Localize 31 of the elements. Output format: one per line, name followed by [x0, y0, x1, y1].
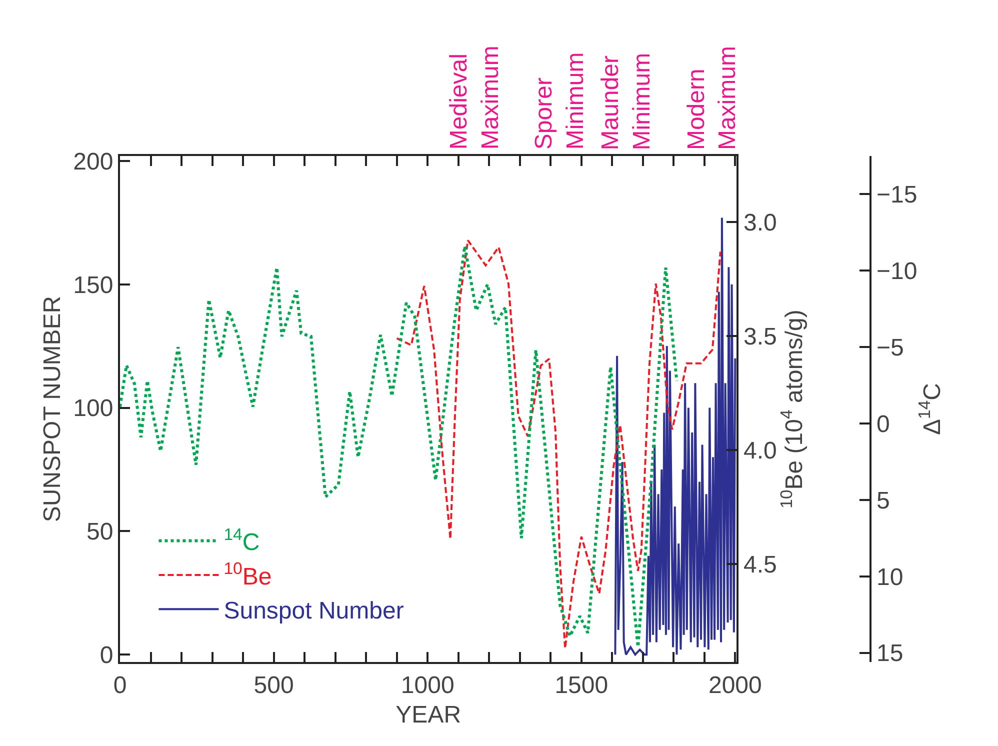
y3-tick-label: 0 [876, 410, 890, 438]
y-tick-label: 0 [100, 642, 114, 669]
y3-tick-label: −10 [876, 258, 918, 286]
y3-tick-label: −15 [876, 182, 918, 209]
text: Sporer Minimum [530, 52, 589, 150]
line-series [120, 244, 678, 648]
y3-tick-label: 5 [876, 487, 890, 514]
text: Medieval Maximum [446, 46, 504, 150]
legend-label: $^{14}$C [224, 525, 260, 556]
y-axis-title: SUNSPOT NUMBER [38, 296, 66, 522]
x-tick-label: 2000 [708, 672, 762, 699]
y3-tick-label: −5 [876, 334, 904, 362]
line-series [614, 216, 736, 656]
y2-tick-label: 4.0 [744, 437, 777, 464]
y3-tick-label: 15 [876, 640, 904, 668]
x-tick-label: 1000 [400, 672, 454, 699]
text: Modern Maximum [683, 46, 742, 150]
y-tick-label: 100 [73, 395, 114, 422]
y-tick-label: 150 [73, 272, 114, 299]
y2-tick-label: 3.5 [744, 323, 777, 350]
y2-tick-label: 3.0 [744, 210, 777, 236]
x-tick-label: 1500 [554, 672, 608, 699]
x-axis-title: YEAR [396, 702, 462, 729]
y3-tick-label: 10 [876, 564, 904, 591]
text: Maunder Minimum [597, 52, 656, 150]
y2-tick-label: 4.5 [744, 551, 777, 578]
y-tick-label: 50 [86, 518, 114, 546]
x-tick-label: 500 [254, 672, 294, 699]
legend-label: $^{10}$Be [224, 559, 272, 590]
y-tick-label: 200 [73, 148, 114, 176]
legend-label: Sunspot Number [224, 598, 404, 624]
